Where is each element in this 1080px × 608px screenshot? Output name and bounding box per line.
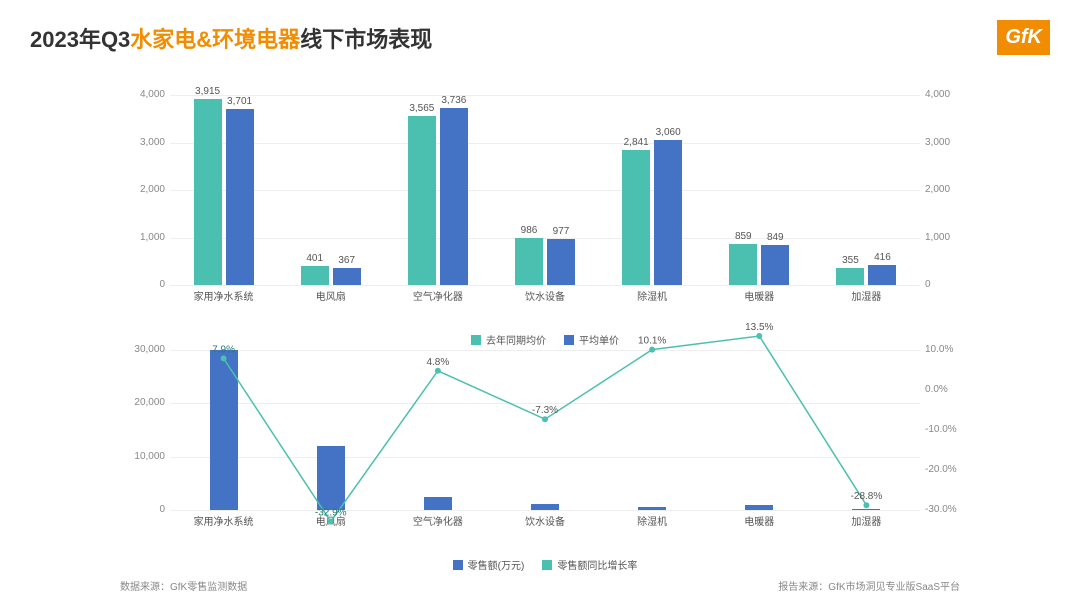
ytick-right: 2,000 bbox=[925, 184, 970, 195]
xtick: 加湿器 bbox=[851, 513, 881, 528]
bar-label: 2,841 bbox=[624, 137, 649, 148]
bar-label: 367 bbox=[338, 255, 355, 266]
bar-label: 986 bbox=[521, 225, 538, 236]
xtick: 加湿器 bbox=[851, 288, 881, 303]
legend-item: 零售额同比增长率 bbox=[542, 557, 637, 572]
legend-item: 平均单价 bbox=[564, 332, 619, 347]
svg-text:-28.8%: -28.8% bbox=[851, 491, 883, 502]
bar bbox=[729, 244, 757, 285]
footer-right: 报告来源：GfK市场洞见专业版SaaS平台 bbox=[778, 578, 960, 593]
bar-label: 3,060 bbox=[656, 127, 681, 138]
svg-text:10.1%: 10.1% bbox=[638, 336, 666, 347]
ytick-left: 0 bbox=[125, 504, 165, 515]
bar bbox=[440, 108, 468, 285]
bar-label: 3,915 bbox=[195, 86, 220, 97]
line-layer: 7.9%-32.9%4.8%-7.3%10.1%13.5%-28.8% bbox=[170, 350, 920, 510]
bar bbox=[515, 238, 543, 285]
bar-label: 401 bbox=[306, 253, 323, 264]
legend-item: 零售额(万元) bbox=[453, 557, 525, 572]
svg-text:-7.3%: -7.3% bbox=[532, 405, 558, 416]
bar-label: 416 bbox=[874, 252, 891, 263]
bottom-plot: 010,00020,00030,000-30.0%-20.0%-10.0%0.0… bbox=[170, 350, 920, 510]
svg-text:4.8%: 4.8% bbox=[426, 357, 449, 368]
bar bbox=[761, 245, 789, 285]
ytick-left: 0 bbox=[125, 279, 165, 290]
ytick-left: 3,000 bbox=[125, 137, 165, 148]
xtick: 电暖器 bbox=[744, 513, 774, 528]
legend-label: 零售额同比增长率 bbox=[557, 557, 637, 572]
legend-swatch bbox=[564, 335, 574, 345]
bar-label: 3,565 bbox=[409, 103, 434, 114]
legend-swatch bbox=[453, 560, 463, 570]
xtick: 家用净水系统 bbox=[194, 288, 254, 303]
xtick: 家用净水系统 bbox=[194, 513, 254, 528]
gfk-logo: GfK bbox=[997, 20, 1050, 55]
legend-label: 去年同期均价 bbox=[486, 332, 546, 347]
bottom-legend: 零售额(万元) 零售额同比增长率 bbox=[120, 557, 970, 572]
ytick-right: 0.0% bbox=[925, 384, 970, 395]
bar bbox=[836, 268, 864, 285]
legend-label: 平均单价 bbox=[579, 332, 619, 347]
bar-label: 849 bbox=[767, 232, 784, 243]
bar bbox=[408, 116, 436, 285]
ytick-right: 4,000 bbox=[925, 89, 970, 100]
bar bbox=[654, 140, 682, 285]
legend-swatch bbox=[542, 560, 552, 570]
top-chart: 001,0001,0002,0002,0003,0003,0004,0004,0… bbox=[120, 95, 970, 315]
title-suffix: 线下市场表现 bbox=[300, 27, 432, 52]
ytick-right: 3,000 bbox=[925, 137, 970, 148]
svg-text:-32.9%: -32.9% bbox=[315, 508, 347, 519]
title-highlight: 水家电&环境电器 bbox=[130, 27, 300, 52]
ytick-right: -30.0% bbox=[925, 504, 970, 515]
svg-text:13.5%: 13.5% bbox=[745, 322, 773, 333]
bar bbox=[868, 265, 896, 285]
top-plot: 001,0001,0002,0002,0003,0003,0004,0004,0… bbox=[170, 95, 920, 285]
bar-label: 3,701 bbox=[227, 96, 252, 107]
ytick-left: 10,000 bbox=[125, 451, 165, 462]
ytick-right: -20.0% bbox=[925, 464, 970, 475]
page-title: 2023年Q3水家电&环境电器线下市场表现 bbox=[30, 22, 432, 54]
bar bbox=[333, 268, 361, 285]
xtick: 除湿机 bbox=[637, 513, 667, 528]
bar bbox=[547, 239, 575, 285]
legend-swatch bbox=[471, 335, 481, 345]
bar-label: 859 bbox=[735, 231, 752, 242]
bar bbox=[194, 99, 222, 285]
ytick-right: -10.0% bbox=[925, 424, 970, 435]
xtick: 电暖器 bbox=[744, 288, 774, 303]
bar bbox=[622, 150, 650, 285]
legend-item: 去年同期均价 bbox=[471, 332, 546, 347]
ytick-right: 0 bbox=[925, 279, 970, 290]
ytick-left: 2,000 bbox=[125, 184, 165, 195]
xtick: 除湿机 bbox=[637, 288, 667, 303]
ytick-left: 20,000 bbox=[125, 397, 165, 408]
xtick: 电风扇 bbox=[316, 288, 346, 303]
bar-label: 977 bbox=[553, 226, 570, 237]
bar bbox=[301, 266, 329, 285]
xtick: 饮水设备 bbox=[525, 288, 565, 303]
top-legend: 去年同期均价 平均单价 bbox=[120, 332, 970, 347]
xtick: 空气净化器 bbox=[413, 288, 463, 303]
xtick: 饮水设备 bbox=[525, 513, 565, 528]
bar bbox=[226, 109, 254, 285]
ytick-right: 10.0% bbox=[925, 344, 970, 355]
bottom-chart: 010,00020,00030,000-30.0%-20.0%-10.0%0.0… bbox=[120, 350, 970, 540]
ytick-left: 4,000 bbox=[125, 89, 165, 100]
xtick: 空气净化器 bbox=[413, 513, 463, 528]
title-prefix: 2023年Q3 bbox=[30, 27, 130, 52]
ytick-left: 30,000 bbox=[125, 344, 165, 355]
bar-label: 3,736 bbox=[441, 95, 466, 106]
legend-label: 零售额(万元) bbox=[468, 557, 525, 572]
bar-label: 355 bbox=[842, 255, 859, 266]
ytick-left: 1,000 bbox=[125, 232, 165, 243]
svg-text:7.9%: 7.9% bbox=[212, 344, 235, 355]
ytick-right: 1,000 bbox=[925, 232, 970, 243]
footer-left: 数据来源：GfK零售监测数据 bbox=[120, 578, 247, 593]
